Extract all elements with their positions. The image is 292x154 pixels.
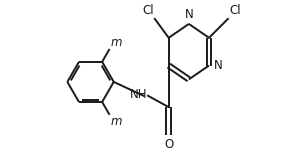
Text: m: m	[110, 36, 121, 49]
Text: m: m	[110, 115, 121, 128]
Text: NH: NH	[130, 88, 147, 101]
Text: Cl: Cl	[142, 4, 154, 17]
Text: O: O	[164, 138, 173, 151]
Text: N: N	[185, 8, 193, 21]
Text: Cl: Cl	[229, 4, 241, 17]
Text: N: N	[213, 59, 222, 72]
